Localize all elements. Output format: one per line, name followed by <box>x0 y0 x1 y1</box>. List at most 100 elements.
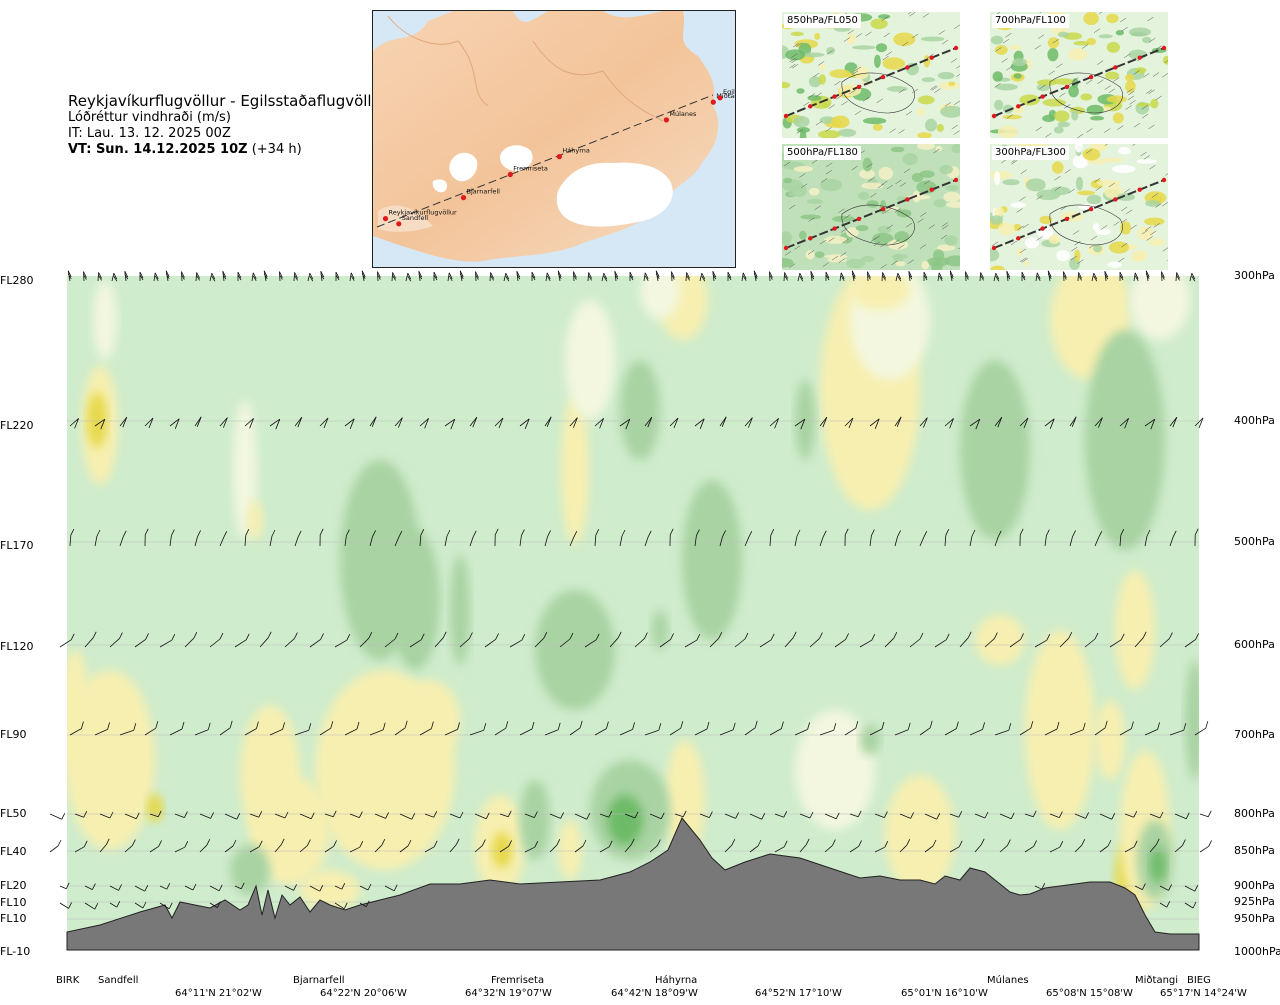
waypoint-label: Fremriseta <box>491 975 545 986</box>
wind-barb-flag <box>498 417 504 429</box>
wind-barb <box>569 727 581 736</box>
wind-barb-flag <box>531 721 535 730</box>
wind-barb <box>644 729 659 736</box>
wind-barb-flag <box>897 530 901 537</box>
wind-barb-flag <box>884 811 888 818</box>
wind-barb-flag <box>1161 271 1165 278</box>
wind-barb-flag <box>769 271 773 278</box>
coordinate-label: 64°11'N 21°02'W <box>175 988 262 999</box>
wind-barb-flag <box>647 530 652 537</box>
wind-barb <box>694 418 705 427</box>
wind-barb <box>444 418 456 427</box>
wind-barb-flag <box>249 418 254 429</box>
wind-barb-flag <box>608 811 613 818</box>
title-block: Reykjavíkurflugvöllur - Egilsstaðaflugvö… <box>68 92 387 158</box>
velocity-contour <box>250 775 330 885</box>
wind-barb-flag <box>521 529 525 536</box>
wind-barb <box>1059 637 1070 648</box>
wind-barb-flag <box>431 721 434 729</box>
wind-barb-flag <box>166 883 171 890</box>
wind-barb-flag <box>196 272 200 279</box>
wind-barb <box>587 272 589 282</box>
wind-barb <box>1124 846 1135 853</box>
wind-barb-flag <box>184 841 189 848</box>
velocity-contour <box>1130 276 1190 340</box>
wind-barb-flag <box>1185 812 1190 819</box>
velocity-contour <box>520 780 550 860</box>
wind-barb-flag <box>196 416 202 427</box>
wind-barb-flag <box>293 884 297 891</box>
wind-barb-flag <box>433 811 438 818</box>
wind-barb-flag <box>258 811 263 818</box>
wind-barb <box>394 727 406 736</box>
wind-barb-flag <box>949 418 954 429</box>
wind-barb-flag <box>582 839 587 847</box>
mini-map-label: 700hPa/FL100 <box>992 14 1069 28</box>
wind-barb <box>794 729 808 736</box>
wind-barb <box>503 273 507 282</box>
wind-barb <box>274 813 286 819</box>
wind-barb <box>424 846 435 853</box>
wind-barb <box>259 637 269 648</box>
velocity-contour <box>147 794 163 822</box>
wind-barb-flag <box>534 811 538 818</box>
wind-barb <box>669 417 679 427</box>
wind-barb-flag <box>1098 417 1103 428</box>
wind-barb-flag <box>800 419 806 430</box>
wind-barb-flag <box>1104 273 1109 280</box>
wind-barb-flag <box>644 632 648 639</box>
pressure-level-label: 850hPa <box>1234 844 1275 857</box>
flight-level-label: FL40 <box>0 845 27 858</box>
route-map: Reykjavíkurflugvöllur Sandfell Bjarnarfell… <box>372 10 736 268</box>
wind-barb <box>84 902 96 910</box>
wind-barb <box>1034 885 1042 890</box>
wind-barb-flag <box>958 840 963 847</box>
wind-barb <box>769 535 772 547</box>
wind-barb <box>949 846 960 853</box>
wind-barb <box>344 535 347 547</box>
wind-barb <box>799 813 811 819</box>
velocity-contour <box>561 395 589 545</box>
wind-barb-flag <box>98 275 102 281</box>
wind-barb-flag <box>657 839 661 846</box>
wind-barb-flag <box>107 722 110 730</box>
wind-barb-flag <box>1142 631 1147 638</box>
wind-barb <box>1063 271 1065 282</box>
wind-barb-flag <box>119 632 123 639</box>
wind-barb-flag <box>1078 272 1082 279</box>
wind-barb-flag <box>805 838 810 845</box>
wind-barb-flag <box>1161 274 1165 280</box>
wind-barb <box>509 639 522 648</box>
wind-barb-flag <box>284 811 289 819</box>
wind-barb-flag <box>155 721 159 729</box>
wind-barb-flag <box>171 529 175 536</box>
wind-barb <box>1119 535 1122 547</box>
wind-barb <box>544 536 548 547</box>
waypoint-label: Bjarnarfell <box>293 975 345 986</box>
wind-barb-flag <box>774 418 779 429</box>
wind-barb <box>694 535 697 547</box>
wind-barb <box>824 813 837 820</box>
wind-barb <box>949 813 959 818</box>
flight-level-label: FL280 <box>0 274 34 287</box>
wind-barb <box>119 536 124 547</box>
wind-barb-flag <box>475 271 479 278</box>
wind-barb-flag <box>142 901 147 909</box>
wind-barb-flag <box>482 839 486 846</box>
wind-barb-flag <box>769 274 773 280</box>
wind-barb-flag <box>949 273 954 280</box>
wind-barb-flag <box>349 418 355 429</box>
wind-barb <box>199 813 211 819</box>
wind-barb-flag <box>282 722 285 730</box>
wind-barb-flag <box>1036 275 1041 282</box>
wind-barb-flag <box>1056 721 1060 730</box>
wind-barb <box>1169 536 1174 547</box>
wind-barb <box>1189 273 1193 282</box>
wind-barb-flag <box>573 531 578 538</box>
wind-barb-flag <box>118 884 122 891</box>
wind-barb <box>1044 535 1047 547</box>
wind-barb <box>944 728 957 736</box>
wind-barb-flag <box>603 273 608 280</box>
wind-barb <box>734 638 746 648</box>
wind-barb <box>809 638 820 648</box>
